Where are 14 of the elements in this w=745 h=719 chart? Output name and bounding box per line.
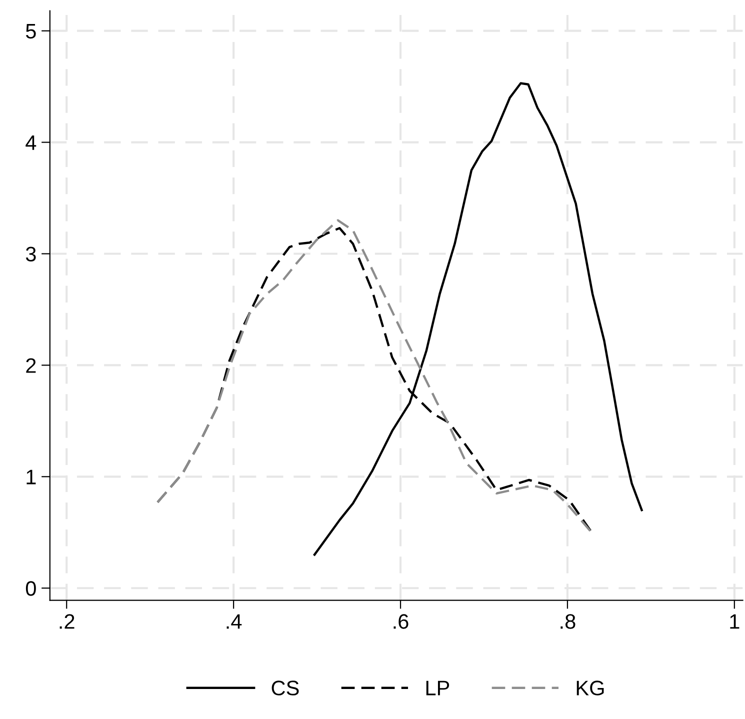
y-tick-label: 5 — [26, 24, 36, 39]
legend-label: LP — [426, 680, 450, 696]
x-tick-label: 1 — [730, 614, 740, 629]
x-tick-label: .2 — [60, 614, 74, 629]
y-tick-label: 2 — [26, 358, 36, 373]
x-tick-label: .6 — [394, 614, 408, 629]
x-tick-label: .8 — [560, 614, 576, 629]
x-tick-label: .4 — [226, 614, 242, 629]
y-tick-label: 0 — [26, 581, 36, 596]
y-tick-label: 3 — [26, 246, 36, 262]
legend-label: CS — [272, 680, 299, 696]
legend-label: KG — [576, 680, 604, 696]
y-tick-label: 1 — [26, 470, 36, 484]
y-tick-label: 4 — [26, 136, 36, 150]
